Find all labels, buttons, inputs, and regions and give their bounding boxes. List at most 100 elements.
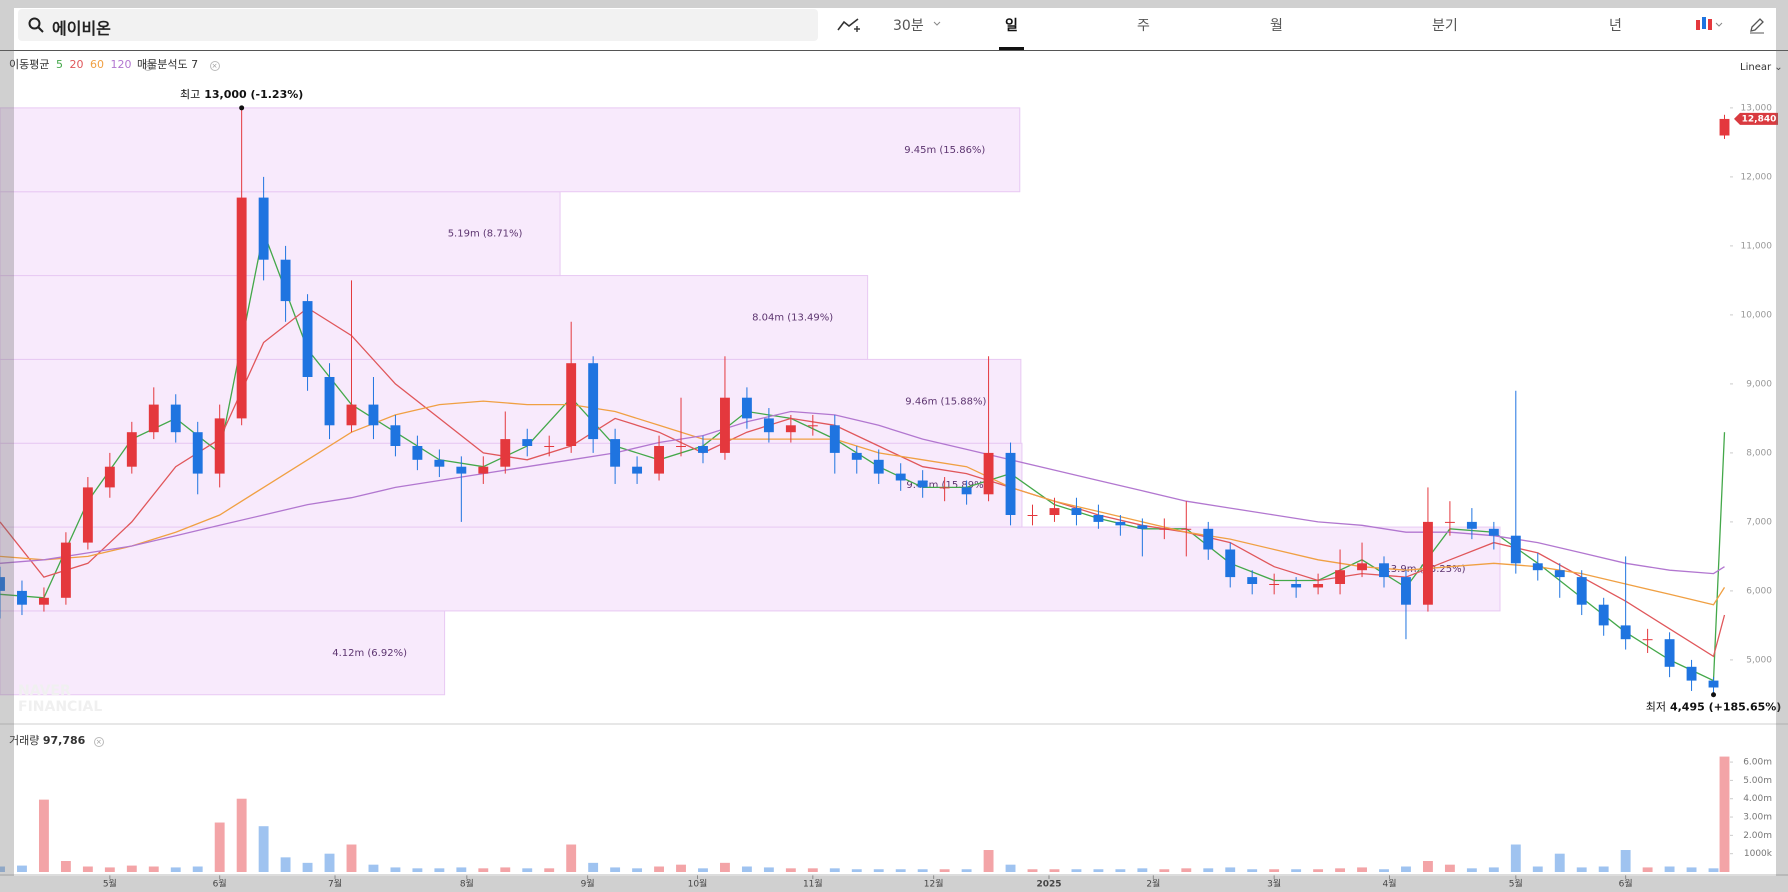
extreme-prefix: 최저 xyxy=(1646,701,1666,714)
volume-bar xyxy=(1313,869,1324,872)
volume-bar xyxy=(1247,869,1258,872)
candle-body xyxy=(1620,625,1631,640)
volume-bar xyxy=(939,869,950,872)
candle-body xyxy=(1510,535,1521,564)
scale-selector[interactable]: Linear ⌄ xyxy=(1740,62,1783,73)
x-tick-label: 9월 xyxy=(581,878,595,890)
x-tick-label: 6월 xyxy=(1619,878,1633,890)
volume-bar xyxy=(1664,866,1675,872)
profile-bar xyxy=(0,358,1022,444)
y-tick-label: 7,000 xyxy=(1746,517,1772,527)
y-tick-label: 13,000 xyxy=(1741,103,1773,113)
interval-tab[interactable]: 월 xyxy=(1270,18,1283,34)
candle-body xyxy=(324,376,335,426)
scale-label: Linear xyxy=(1740,62,1772,73)
volume-label: 거래량 xyxy=(9,734,40,747)
volume-bar xyxy=(1225,867,1236,872)
close-button[interactable]: × xyxy=(209,61,220,71)
volume-bar xyxy=(346,844,357,872)
candle-style-icon[interactable] xyxy=(1694,15,1726,35)
candle-body xyxy=(807,425,818,427)
interval-tab[interactable]: 30분 xyxy=(893,18,924,34)
candle-body xyxy=(1071,508,1082,515)
volume-bar xyxy=(632,868,643,872)
volume-bar xyxy=(1159,869,1170,872)
volume-bar xyxy=(1335,868,1346,872)
volume-tick-label: 2.00m xyxy=(1743,831,1772,841)
profile-label: 4.12m (6.92%) xyxy=(332,648,407,659)
volume-bar xyxy=(500,867,511,872)
profile-bar xyxy=(0,526,1501,612)
candle-body xyxy=(720,397,730,453)
ma-label: 이동평균 xyxy=(9,58,50,71)
candle-body xyxy=(610,439,621,467)
x-tick-label: 4월 xyxy=(1382,878,1396,890)
candle-body xyxy=(1576,577,1587,605)
candle-body xyxy=(588,363,599,440)
volume-bar xyxy=(1488,867,1499,872)
y-tick-label: 12,000 xyxy=(1741,172,1773,182)
volume-bar xyxy=(456,867,467,872)
candle-body xyxy=(1708,680,1719,688)
volume-tick-label: 6.00m xyxy=(1743,758,1772,768)
candle-body xyxy=(763,418,774,433)
volume-bar xyxy=(1005,864,1016,872)
volume-value: 97,786 xyxy=(42,734,86,747)
profile-label: 9.46m (15.88%) xyxy=(905,396,986,407)
close-button[interactable]: × xyxy=(142,61,153,71)
search-box[interactable]: 에이비온 xyxy=(18,9,818,41)
y-tick-label: 8,000 xyxy=(1746,448,1772,458)
interval-tab[interactable]: 일 xyxy=(999,15,1024,50)
volume-bar xyxy=(1708,868,1719,872)
close-button[interactable]: × xyxy=(93,737,104,747)
volume-bar xyxy=(236,798,247,872)
ma-legend: 이동평균 5 20 60 120 × xyxy=(9,56,156,72)
candle-body xyxy=(1664,639,1675,667)
candle-body xyxy=(1488,528,1499,536)
candle-body xyxy=(1005,452,1016,515)
volume-bar xyxy=(1181,868,1192,872)
volume-bar xyxy=(0,866,5,872)
last-price-tag xyxy=(1734,112,1778,125)
candle-body xyxy=(170,404,181,433)
ma-period: 20 xyxy=(69,58,84,71)
volume-bar xyxy=(1115,869,1126,872)
volume-bar xyxy=(720,862,730,872)
volume-bar xyxy=(38,799,49,872)
volume-bar xyxy=(17,865,27,872)
volume-bar xyxy=(1027,869,1038,872)
ma-period: 60 xyxy=(89,58,104,71)
candle-body xyxy=(236,197,247,419)
candle-body xyxy=(983,452,994,495)
candle-body xyxy=(412,445,423,460)
candle-body xyxy=(0,577,5,591)
candle-body xyxy=(1686,666,1697,681)
candle-body xyxy=(1598,604,1609,626)
volume-tick-label: 5.00m xyxy=(1743,776,1772,786)
interval-tab[interactable]: 년 xyxy=(1609,18,1622,34)
volume-bar xyxy=(280,857,291,872)
volume-bar xyxy=(170,867,181,872)
volume-bar xyxy=(1620,850,1631,872)
chart-type-icon[interactable] xyxy=(836,16,862,34)
volume-bar xyxy=(434,868,445,872)
draw-icon[interactable] xyxy=(1748,16,1766,34)
volume-tick-label: 1000k xyxy=(1744,849,1773,859)
candle-body xyxy=(1554,570,1565,578)
volume-bar xyxy=(1379,869,1389,872)
interval-tab[interactable]: 분기 xyxy=(1432,18,1458,34)
x-tick-label: 11월 xyxy=(803,878,823,890)
ma-line xyxy=(0,307,1726,658)
interval-tab[interactable]: 주 xyxy=(1137,18,1150,34)
candle-body xyxy=(214,418,225,474)
candle-body xyxy=(192,432,203,474)
candle-body xyxy=(1719,118,1730,136)
volume-bar xyxy=(785,868,796,872)
volume-bar xyxy=(741,866,752,872)
volume-bar xyxy=(104,867,115,872)
candle-body xyxy=(478,466,489,474)
candle-body xyxy=(258,197,269,260)
candle-body xyxy=(346,404,357,426)
profile-label: 9.45m (15.86%) xyxy=(904,145,985,156)
